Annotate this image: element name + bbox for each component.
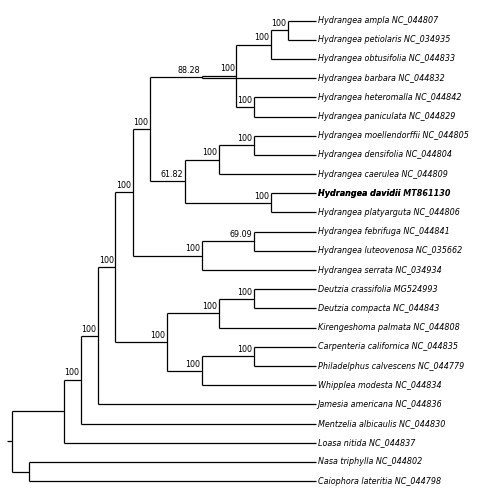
Text: 100: 100 bbox=[220, 64, 234, 73]
Text: Hydrangea densifolia NC_044804: Hydrangea densifolia NC_044804 bbox=[318, 150, 452, 159]
Text: 100: 100 bbox=[237, 345, 252, 354]
Text: 100: 100 bbox=[254, 191, 269, 200]
Text: Mentzelia albicaulis NC_044830: Mentzelia albicaulis NC_044830 bbox=[318, 419, 445, 428]
Text: Hydrangea obtusifolia NC_044833: Hydrangea obtusifolia NC_044833 bbox=[318, 55, 454, 63]
Text: Nasa triphylla NC_044802: Nasa triphylla NC_044802 bbox=[318, 457, 422, 466]
Text: 69.09: 69.09 bbox=[229, 230, 252, 239]
Text: 100: 100 bbox=[254, 33, 269, 42]
Text: Hydrangea serrata NC_034934: Hydrangea serrata NC_034934 bbox=[318, 265, 442, 275]
Text: Philadelphus calvescens NC_044779: Philadelphus calvescens NC_044779 bbox=[318, 362, 464, 371]
Text: 100: 100 bbox=[134, 118, 148, 127]
Text: 100: 100 bbox=[185, 360, 200, 369]
Text: Hydrangea heteromalla NC_044842: Hydrangea heteromalla NC_044842 bbox=[318, 93, 461, 102]
Text: Hydrangea ampla NC_044807: Hydrangea ampla NC_044807 bbox=[318, 16, 438, 25]
Text: 100: 100 bbox=[202, 148, 218, 157]
Text: 100: 100 bbox=[237, 134, 252, 143]
Text: 88.28: 88.28 bbox=[178, 65, 200, 75]
Text: 100: 100 bbox=[116, 181, 131, 190]
Text: Hydrangea davidii MT861130: Hydrangea davidii MT861130 bbox=[318, 189, 450, 198]
Text: Deutzia crassifolia MG524993: Deutzia crassifolia MG524993 bbox=[318, 285, 437, 294]
Text: Hydrangea moellendorffii NC_044805: Hydrangea moellendorffii NC_044805 bbox=[318, 131, 468, 140]
Text: Carpenteria californica NC_044835: Carpenteria californica NC_044835 bbox=[318, 342, 458, 351]
Text: 100: 100 bbox=[272, 19, 286, 28]
Text: 100: 100 bbox=[64, 369, 79, 377]
Text: Hydrangea febrifuga NC_044841: Hydrangea febrifuga NC_044841 bbox=[318, 227, 450, 236]
Text: 100: 100 bbox=[98, 256, 114, 265]
Text: Hydrangea paniculata NC_044829: Hydrangea paniculata NC_044829 bbox=[318, 112, 455, 121]
Text: 100: 100 bbox=[237, 288, 252, 297]
Text: Caiophora lateritia NC_044798: Caiophora lateritia NC_044798 bbox=[318, 477, 440, 486]
Text: 100: 100 bbox=[202, 302, 218, 311]
Text: 61.82: 61.82 bbox=[160, 170, 183, 179]
Text: Whipplea modesta NC_044834: Whipplea modesta NC_044834 bbox=[318, 381, 441, 390]
Text: Hydrangea caerulea NC_044809: Hydrangea caerulea NC_044809 bbox=[318, 170, 448, 179]
Text: 100: 100 bbox=[150, 331, 166, 340]
Text: 100: 100 bbox=[82, 324, 96, 333]
Text: Jamesia americana NC_044836: Jamesia americana NC_044836 bbox=[318, 400, 442, 409]
Text: Kirengeshoma palmata NC_044808: Kirengeshoma palmata NC_044808 bbox=[318, 323, 460, 332]
Text: 100: 100 bbox=[185, 245, 200, 253]
Text: Hydrangea luteovenosa NC_035662: Hydrangea luteovenosa NC_035662 bbox=[318, 247, 462, 255]
Text: Deutzia compacta NC_044843: Deutzia compacta NC_044843 bbox=[318, 304, 439, 313]
Text: 100: 100 bbox=[237, 96, 252, 105]
Text: Hydrangea platyarguta NC_044806: Hydrangea platyarguta NC_044806 bbox=[318, 208, 460, 217]
Text: Loasa nitida NC_044837: Loasa nitida NC_044837 bbox=[318, 438, 415, 447]
Text: Hydrangea davidii: Hydrangea davidii bbox=[318, 189, 403, 198]
Text: Hydrangea petiolaris NC_034935: Hydrangea petiolaris NC_034935 bbox=[318, 35, 450, 44]
Text: Hydrangea barbara NC_044832: Hydrangea barbara NC_044832 bbox=[318, 73, 444, 83]
